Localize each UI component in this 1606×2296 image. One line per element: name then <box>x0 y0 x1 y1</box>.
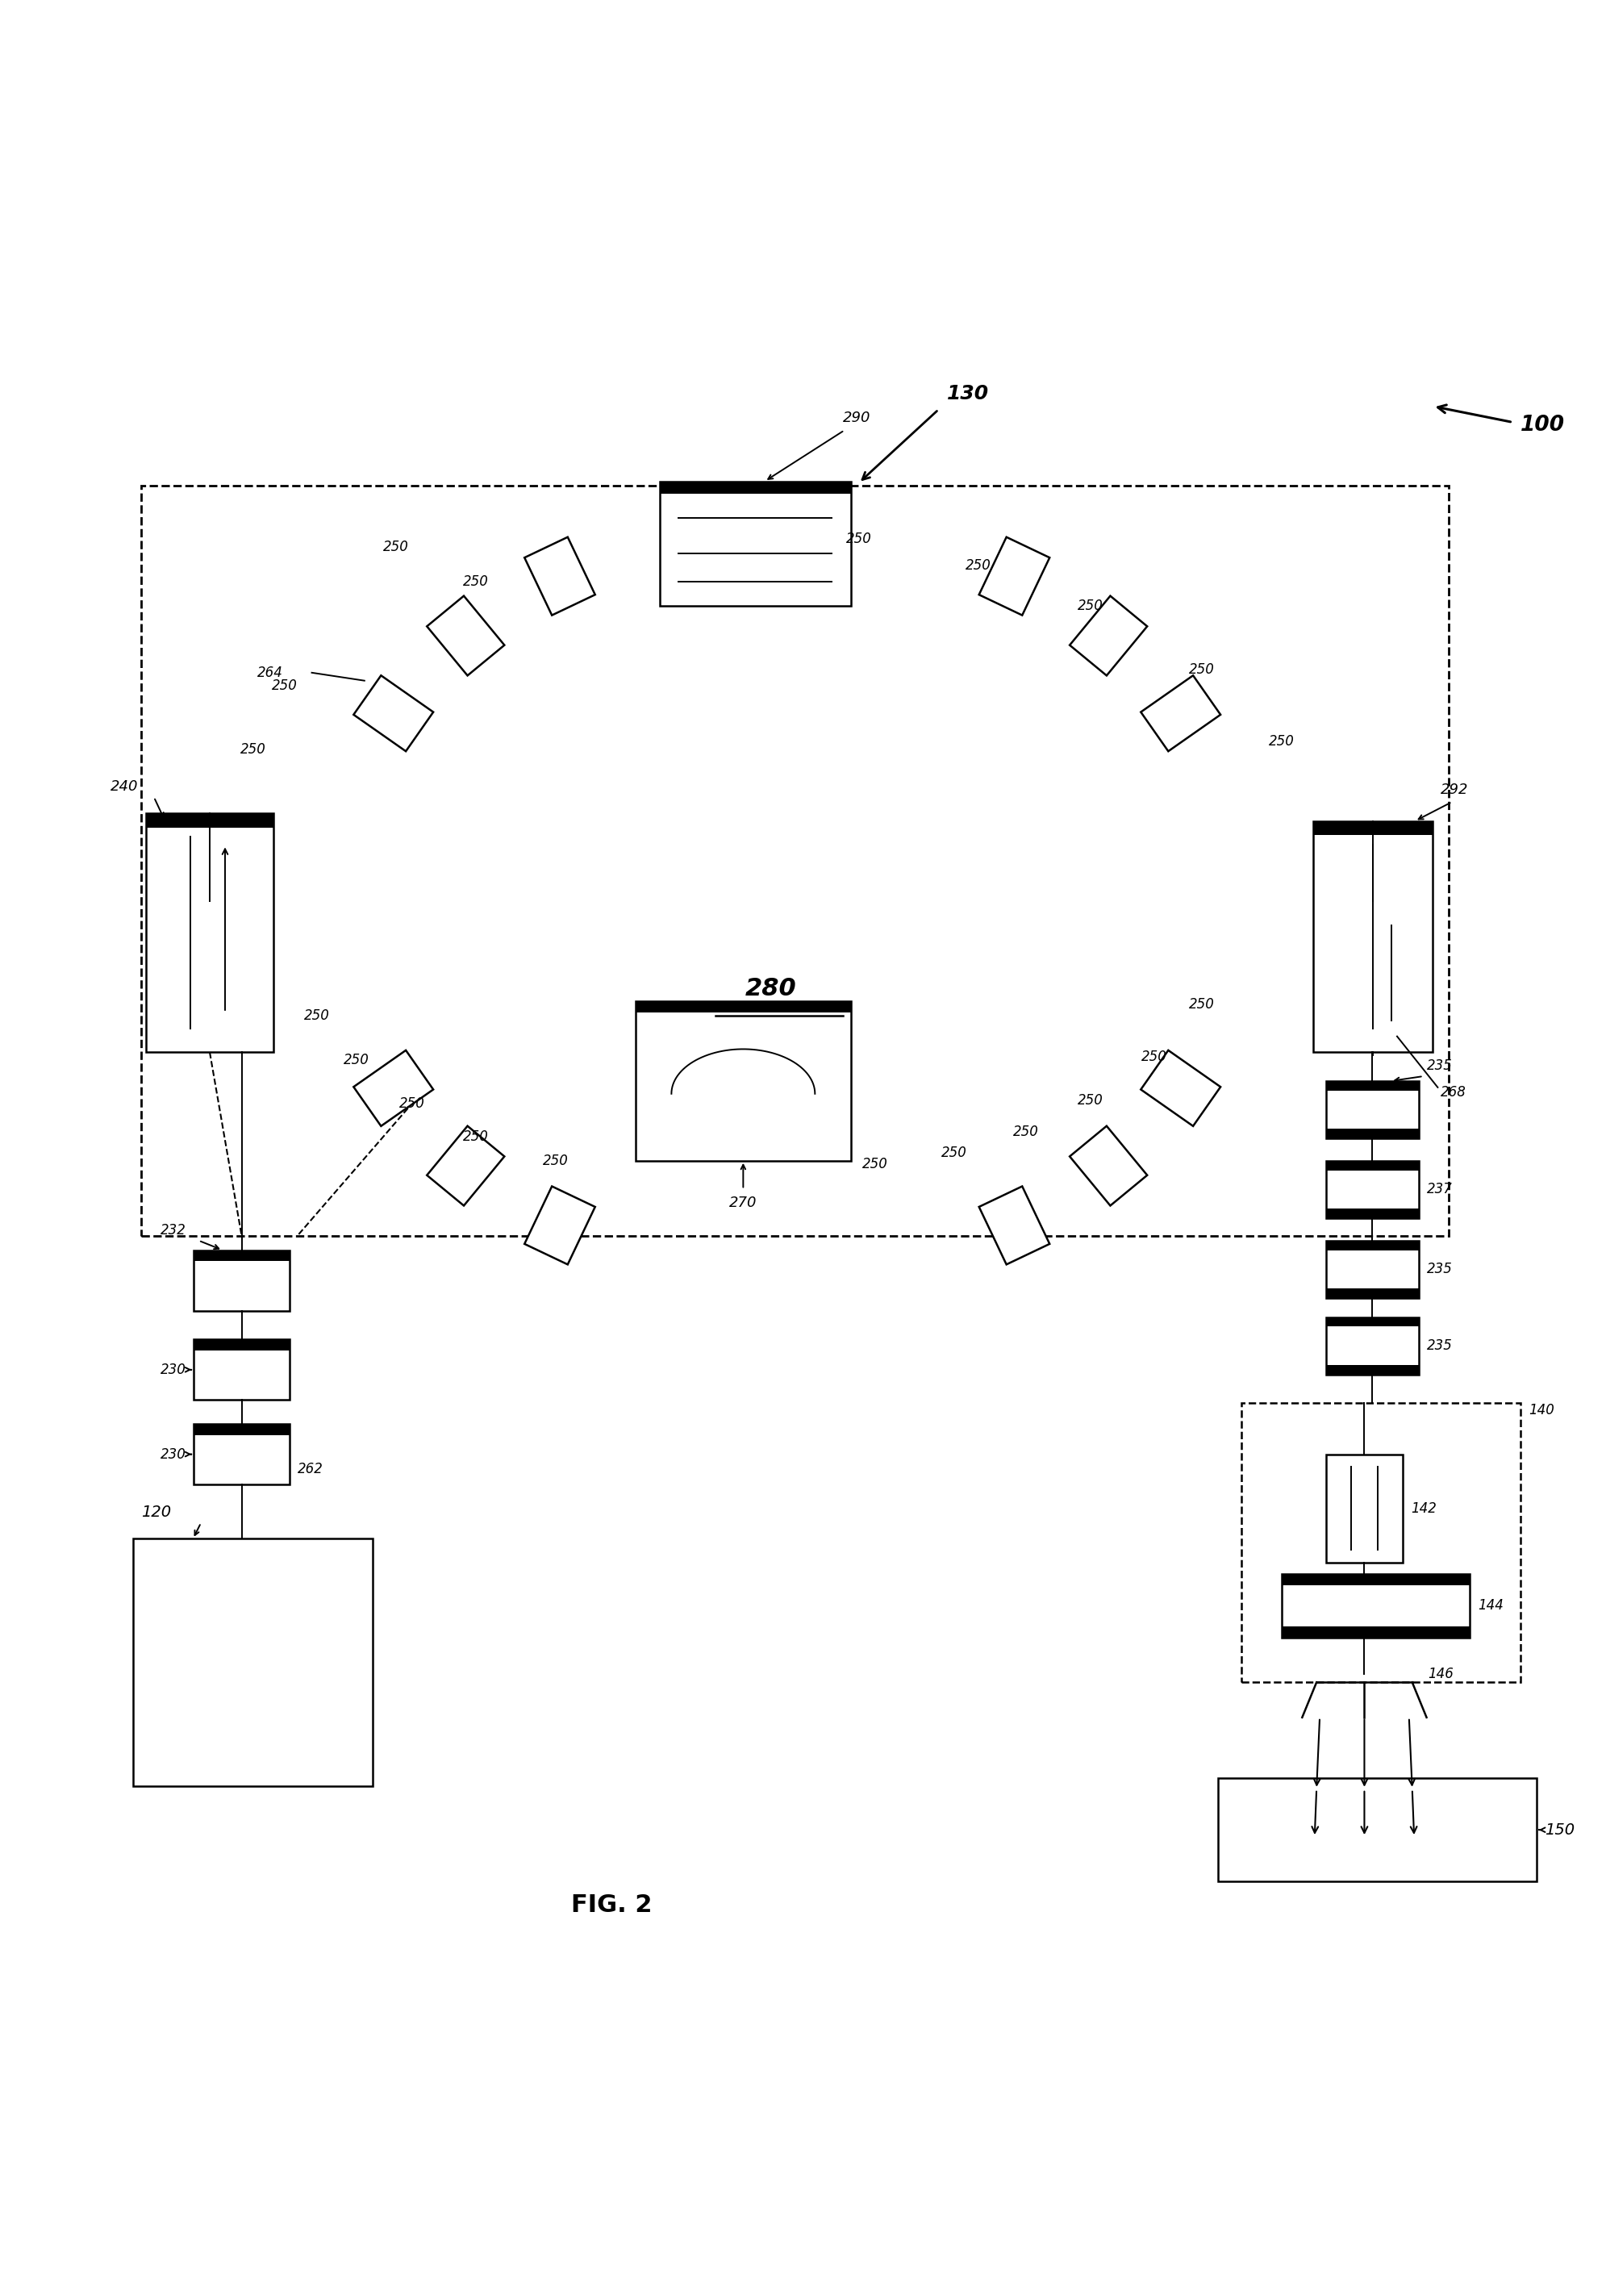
Bar <box>194 1424 289 1486</box>
Bar <box>146 813 273 1052</box>
Text: 150: 150 <box>1545 1823 1574 1837</box>
Polygon shape <box>1140 675 1221 751</box>
Polygon shape <box>194 1249 289 1261</box>
Text: 237: 237 <box>1426 1182 1452 1196</box>
Bar <box>1327 1240 1418 1297</box>
Text: 250: 250 <box>941 1146 967 1159</box>
Text: 292: 292 <box>1441 783 1469 797</box>
Text: 250: 250 <box>239 742 265 755</box>
Polygon shape <box>1070 597 1147 675</box>
Polygon shape <box>427 1125 504 1205</box>
Text: 250: 250 <box>463 1130 488 1143</box>
Polygon shape <box>1140 1049 1221 1125</box>
Polygon shape <box>636 1001 851 1013</box>
Text: 250: 250 <box>1078 599 1103 613</box>
Text: 230: 230 <box>161 1446 186 1463</box>
Polygon shape <box>1282 1573 1469 1584</box>
Text: 250: 250 <box>862 1157 888 1171</box>
Text: 250: 250 <box>1013 1125 1039 1139</box>
Bar <box>1241 1403 1521 1683</box>
Text: 235: 235 <box>1426 1058 1452 1072</box>
Polygon shape <box>1327 1208 1418 1219</box>
Polygon shape <box>1327 1081 1418 1091</box>
Polygon shape <box>353 1049 434 1125</box>
Polygon shape <box>1327 1162 1418 1171</box>
Polygon shape <box>1327 1240 1418 1249</box>
Bar <box>194 1249 289 1311</box>
Polygon shape <box>660 482 851 494</box>
Text: 130: 130 <box>946 383 989 404</box>
Text: FIG. 2: FIG. 2 <box>572 1894 652 1917</box>
Polygon shape <box>1327 1364 1418 1375</box>
Text: 280: 280 <box>745 976 797 1001</box>
Bar <box>1327 1162 1418 1219</box>
Polygon shape <box>1314 822 1433 836</box>
Text: 250: 250 <box>846 530 872 546</box>
Polygon shape <box>1327 1288 1418 1297</box>
Bar <box>1327 1081 1418 1139</box>
Text: 250: 250 <box>1269 735 1294 748</box>
Bar <box>1327 1318 1418 1375</box>
Bar <box>1217 1777 1537 1883</box>
Bar <box>141 487 1449 1235</box>
Bar <box>194 1339 289 1401</box>
Polygon shape <box>525 1187 596 1265</box>
Text: 250: 250 <box>1188 996 1214 1013</box>
Polygon shape <box>146 813 273 827</box>
Bar <box>133 1538 373 1786</box>
Text: 250: 250 <box>965 558 991 574</box>
Polygon shape <box>194 1339 289 1350</box>
Text: 250: 250 <box>271 677 297 693</box>
Text: 140: 140 <box>1529 1403 1555 1417</box>
Polygon shape <box>980 537 1050 615</box>
Polygon shape <box>525 537 596 615</box>
Text: 120: 120 <box>141 1504 172 1520</box>
Bar <box>636 1001 851 1162</box>
Polygon shape <box>1327 1130 1418 1139</box>
Text: 250: 250 <box>384 540 410 553</box>
Text: 262: 262 <box>297 1463 323 1476</box>
Polygon shape <box>353 675 434 751</box>
Text: 250: 250 <box>1188 661 1214 677</box>
Text: 250: 250 <box>1078 1093 1103 1107</box>
Text: 250: 250 <box>543 1153 569 1169</box>
Bar <box>1314 822 1433 1052</box>
Bar <box>660 482 851 606</box>
Polygon shape <box>427 597 504 675</box>
Text: 235: 235 <box>1426 1339 1452 1352</box>
Bar <box>1282 1573 1469 1637</box>
Polygon shape <box>1282 1626 1469 1637</box>
Polygon shape <box>194 1424 289 1435</box>
Text: 250: 250 <box>1140 1049 1166 1065</box>
Text: 270: 270 <box>729 1196 756 1210</box>
Text: 240: 240 <box>111 778 138 794</box>
Text: 268: 268 <box>1441 1086 1466 1100</box>
Polygon shape <box>1327 1318 1418 1327</box>
Text: 100: 100 <box>1521 416 1566 436</box>
Text: 146: 146 <box>1428 1667 1453 1681</box>
Text: 144: 144 <box>1478 1598 1503 1614</box>
Text: 235: 235 <box>1426 1263 1452 1277</box>
Bar <box>1327 1453 1402 1564</box>
Polygon shape <box>1070 1125 1147 1205</box>
Text: 142: 142 <box>1410 1502 1436 1515</box>
Text: 290: 290 <box>843 411 870 425</box>
Text: 230: 230 <box>161 1362 186 1378</box>
Text: 232: 232 <box>161 1224 186 1238</box>
Polygon shape <box>980 1187 1050 1265</box>
Text: 250: 250 <box>463 574 488 590</box>
Text: 250: 250 <box>400 1095 426 1111</box>
Text: 250: 250 <box>304 1008 329 1024</box>
Text: 250: 250 <box>344 1054 369 1068</box>
Text: 264: 264 <box>257 666 283 680</box>
